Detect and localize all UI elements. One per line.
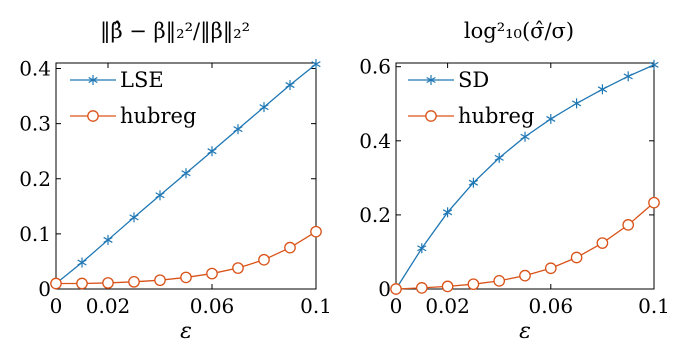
right-series-0-point-4 (494, 152, 504, 163)
left-series-layer (50, 59, 322, 290)
right-y-tick-label: 0.2 (359, 203, 391, 227)
right-legend-label-0: SD (458, 68, 489, 92)
right-x-tick-label: 0 (390, 294, 403, 318)
left-y-tick-label: 0.2 (19, 167, 51, 191)
left-series-0-point-6 (207, 146, 217, 157)
right-series-layer (390, 59, 660, 295)
right-series-1-point-6 (544, 262, 557, 275)
left-series-1-point-5 (180, 271, 192, 284)
left-chart-title: ‖β̂ − β‖₂²/‖β‖₂² (100, 19, 250, 44)
right-x-tick-label: 0.06 (529, 294, 574, 318)
right-series-1-point-7 (570, 251, 583, 264)
left-series-0-point-2 (103, 234, 113, 245)
right-legend-symbol-0 (426, 75, 436, 85)
right-series-0-point-5 (520, 131, 530, 142)
right-y-tick-label: 0 (378, 277, 391, 301)
left-legend-marker-1 (87, 110, 99, 122)
right-y-tick-label: 0.6 (359, 55, 391, 79)
left-x-axis-label: ε (180, 319, 192, 344)
left-series-1-point-4 (154, 274, 166, 287)
left-x-tick-label: 0.06 (190, 294, 235, 318)
right-series-1-point-4 (493, 274, 506, 287)
right-y-tick-label: 0.4 (359, 129, 391, 153)
right-chart-title: log²₁₀(σ̂/σ) (464, 19, 574, 43)
right-legend-symbol-1 (425, 110, 437, 122)
left-series-1-point-1 (76, 277, 88, 290)
right-series-0-point-10 (649, 59, 659, 70)
left-series-1-point-9 (284, 241, 296, 254)
left-y-tick-label: 0.1 (19, 222, 51, 246)
left-legend-symbol-0 (88, 75, 98, 85)
right-series-line-0 (395, 64, 655, 290)
right-series-1-point-0 (390, 283, 402, 295)
left-y-tick-label: 0.3 (19, 112, 51, 136)
right-series-0-point-2 (442, 207, 453, 218)
right-series-1-point-9 (622, 219, 635, 231)
left-series-1-point-10 (310, 225, 322, 238)
left-series-1-point-2 (102, 277, 114, 289)
left-legend-label-0: LSE (120, 68, 164, 92)
right-series-0-point-6 (546, 113, 556, 124)
left-legend-label-1: hubreg (120, 104, 196, 128)
left-x-tick-label: 0 (50, 294, 63, 318)
right-legend: SD hubreg (408, 68, 534, 128)
left-chart-panel: ‖β̂ − β‖₂²/‖β‖₂² 00.10.20.30.40 0.02 0.06 0… (19, 19, 332, 344)
right-series-0-point-7 (571, 98, 582, 109)
right-series-1-point-8 (596, 237, 609, 249)
right-series-1-point-1 (415, 282, 428, 294)
right-legend-marker-0 (426, 75, 436, 85)
left-legend-marker-0 (88, 75, 98, 85)
left-x-tick-label: 0.1 (300, 294, 332, 318)
right-series-0-point-3 (468, 177, 479, 188)
left-series-1-point-8 (258, 253, 270, 266)
left-legend: LSE hubreg (70, 68, 196, 128)
left-series-0-point-10 (311, 59, 321, 70)
left-legend-symbol-1 (87, 110, 99, 122)
left-series-0-point-5 (181, 168, 191, 179)
left-series-0-point-8 (259, 102, 269, 113)
right-x-tick-label: 0.1 (638, 294, 670, 318)
left-series-0-point-1 (77, 257, 87, 268)
left-series-1-point-6 (206, 267, 218, 280)
right-legend-label-1: hubreg (458, 104, 534, 128)
left-tick-group: 0 0.1 0.2 0.3 0.4 0 0.02 0.06 0.1 (19, 57, 332, 318)
right-legend-marker-1 (425, 110, 437, 122)
right-plot-frame (395, 62, 655, 290)
right-series-0-point-1 (417, 243, 427, 254)
left-series-0-point-4 (155, 190, 165, 201)
left-y-tick-label: 0 (38, 277, 51, 301)
left-series-0-point-3 (129, 212, 139, 223)
right-chart-panel: log²₁₀(σ̂/σ) 0 0.2 0.4 0.6 0 0.02 0.06 0.1 SD h… (359, 19, 670, 344)
right-series-1-point-3 (467, 278, 480, 291)
right-series-0-point-8 (597, 84, 608, 95)
left-series-0-point-7 (233, 124, 243, 135)
right-series-1-point-5 (519, 269, 531, 282)
left-series-1-point-0 (50, 277, 62, 290)
right-x-tick-label: 0.02 (425, 294, 470, 318)
right-series-0-point-9 (623, 71, 633, 82)
left-series-1-point-7 (232, 262, 244, 274)
right-series-1-point-10 (648, 196, 660, 209)
right-series-1-point-2 (441, 280, 454, 293)
left-x-tick-label: 0.02 (86, 294, 131, 318)
left-y-tick-label: 0.4 (19, 57, 51, 81)
left-plot-frame (55, 62, 317, 290)
left-series-1-point-3 (128, 275, 140, 288)
right-x-axis-label: ε (519, 319, 531, 344)
right-tick-group: 0 0.2 0.4 0.6 0 0.02 0.06 0.1 (359, 55, 670, 318)
left-series-0-point-9 (285, 80, 295, 91)
